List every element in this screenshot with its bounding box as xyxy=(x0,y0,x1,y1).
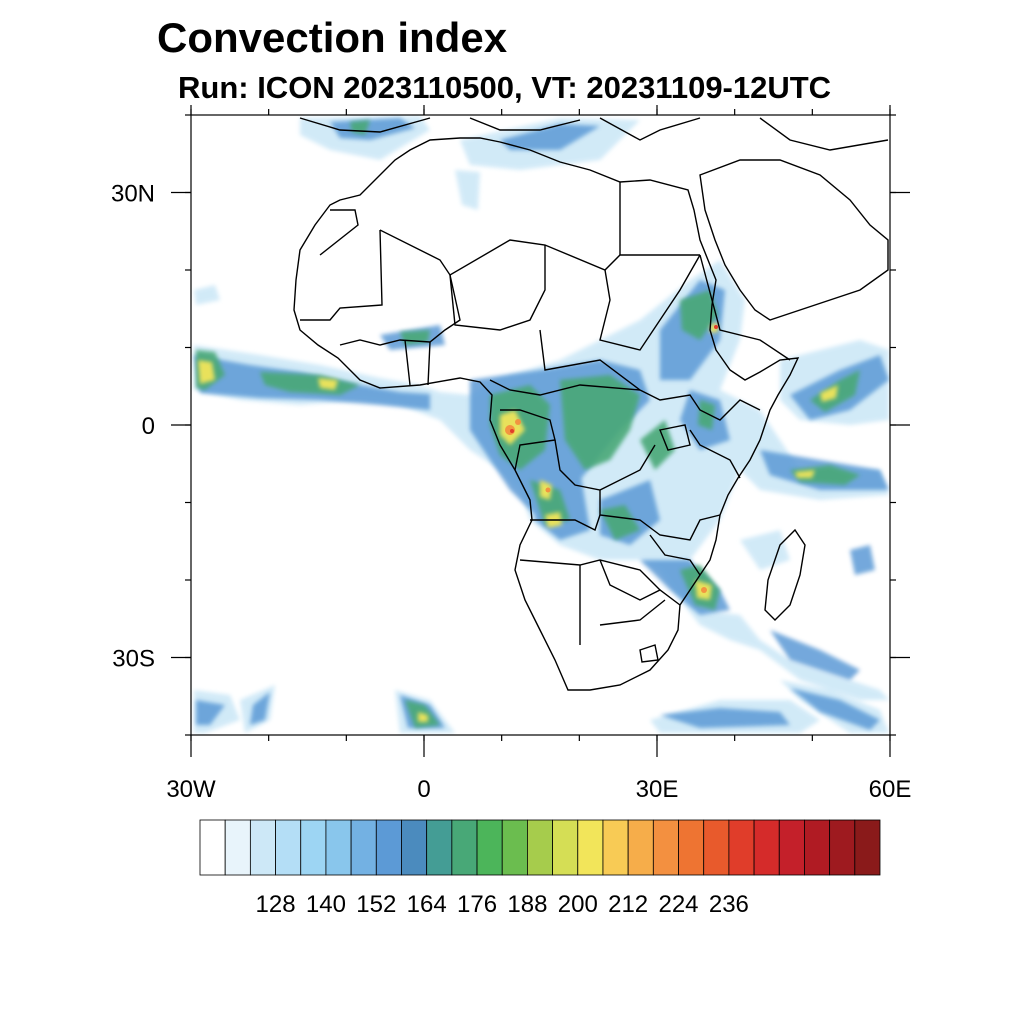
colorbar-label: 152 xyxy=(356,891,396,918)
colorbar-swatch xyxy=(501,819,528,876)
colorbar-swatch xyxy=(627,819,654,876)
colorbar-label: 200 xyxy=(558,891,598,918)
colorbar-label: 212 xyxy=(608,891,648,918)
colorbar-swatch xyxy=(476,819,503,876)
colorbar-swatch xyxy=(804,819,831,876)
colorbar-label: 236 xyxy=(709,891,749,918)
coastline-outlines xyxy=(293,117,889,691)
colorbar-swatch xyxy=(275,819,302,876)
colorbar-swatch xyxy=(753,819,780,876)
convection-field xyxy=(194,116,889,733)
colorbar-swatch xyxy=(401,819,428,876)
colorbar-swatch xyxy=(426,819,453,876)
colorbar: 128 140 152 164 176 188 200 212 224 236 xyxy=(199,819,881,918)
chart-title: Convection index xyxy=(157,14,508,61)
colorbar-swatch xyxy=(854,819,881,876)
lon-tick-label: 30E xyxy=(636,776,679,803)
colorbar-swatch xyxy=(451,819,478,876)
lat-tick-label: 30S xyxy=(112,646,155,673)
colorbar-swatch xyxy=(224,819,251,876)
lon-tick-label: 30W xyxy=(166,776,216,803)
colorbar-swatch xyxy=(577,819,604,876)
colorbar-swatch xyxy=(652,819,679,876)
colorbar-swatch xyxy=(375,819,402,876)
colorbar-swatch xyxy=(703,819,730,876)
colorbar-swatch xyxy=(678,819,705,876)
colorbar-label: 188 xyxy=(507,891,547,918)
colorbar-label: 176 xyxy=(457,891,497,918)
lon-tick-label: 0 xyxy=(417,776,430,803)
axis-ticks xyxy=(171,105,910,757)
colorbar-swatch xyxy=(199,819,226,876)
lat-tick-label: 0 xyxy=(142,413,155,440)
axis-tick-labels: 30W 0 30E 60E 30N 0 30S xyxy=(111,181,911,804)
colorbar-swatch xyxy=(325,819,352,876)
colorbar-label: 140 xyxy=(306,891,346,918)
colorbar-swatch xyxy=(728,819,755,876)
chart-subtitle: Run: ICON 2023110500, VT: 20231109-12UTC xyxy=(178,70,832,105)
colorbar-label: 224 xyxy=(658,891,698,918)
colorbar-swatch xyxy=(829,819,856,876)
colorbar-swatch xyxy=(552,819,579,876)
colorbar-swatch xyxy=(527,819,553,876)
colorbar-swatch xyxy=(249,819,276,876)
lat-tick-label: 30N xyxy=(111,181,155,208)
colorbar-label: 128 xyxy=(256,891,296,918)
colorbar-swatch xyxy=(602,819,629,876)
colorbar-label: 164 xyxy=(407,891,447,918)
lon-tick-label: 60E xyxy=(869,776,912,803)
colorbar-swatch xyxy=(300,819,327,876)
colorbar-swatch xyxy=(350,819,377,876)
colorbar-swatch xyxy=(778,819,805,876)
